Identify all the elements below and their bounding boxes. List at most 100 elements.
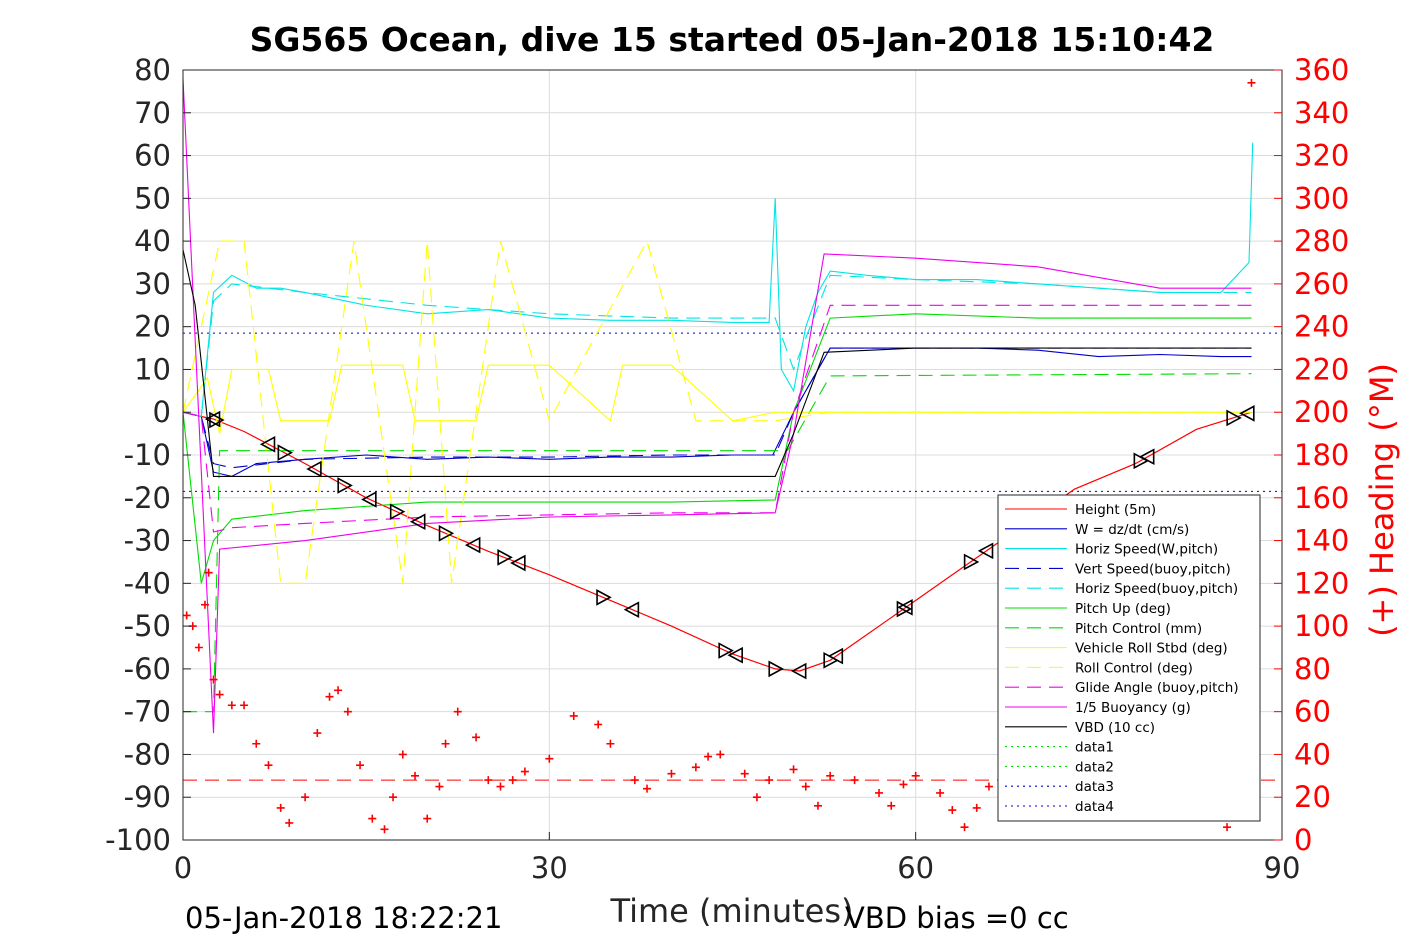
y-right-tick-label-10: 160 bbox=[1294, 481, 1349, 515]
y-right-tick-label-13: 100 bbox=[1294, 609, 1349, 643]
y-left-tick-label-16: -80 bbox=[124, 737, 171, 771]
y-left-tick-label-17: -90 bbox=[124, 780, 171, 814]
y-right-tick-label-0: 360 bbox=[1294, 53, 1349, 87]
heading-point-5 bbox=[209, 675, 218, 684]
turn-marker-10 bbox=[464, 536, 481, 554]
legend-label-3: Vert Speed(buoy,pitch) bbox=[1075, 561, 1231, 577]
heading-point-26 bbox=[441, 739, 450, 748]
y-left-tick-label-0: 80 bbox=[134, 53, 171, 87]
turn-marker-2 bbox=[259, 435, 276, 453]
heading-point-32 bbox=[520, 767, 529, 776]
legend-label-11: VBD (10 cc) bbox=[1075, 720, 1155, 736]
heading-point-22 bbox=[398, 750, 407, 759]
legend-label-7: Vehicle Roll Stbd (deg) bbox=[1075, 641, 1228, 657]
y-right-tick-label-2: 320 bbox=[1294, 139, 1349, 173]
y-right-tick-label-9: 180 bbox=[1294, 438, 1349, 472]
series-line-1 bbox=[182, 347, 1252, 477]
heading-point-0 bbox=[182, 611, 191, 620]
legend-label-14: data3 bbox=[1075, 779, 1114, 795]
y-left-tick-label-15: -70 bbox=[124, 695, 171, 729]
turn-marker-12 bbox=[510, 554, 526, 572]
heading-point-42 bbox=[716, 750, 725, 759]
heading-point-40 bbox=[691, 763, 700, 772]
legend-label-1: W = dz/dt (cm/s) bbox=[1075, 522, 1189, 538]
y-left-tick-label-5: 30 bbox=[134, 267, 171, 301]
turn-marker-28 bbox=[1239, 405, 1255, 422]
heading-point-55 bbox=[936, 788, 945, 797]
series-line-6 bbox=[183, 373, 1252, 713]
heading-point-9 bbox=[252, 739, 261, 748]
y-left-tick-label-6: 20 bbox=[134, 310, 171, 344]
heading-point-18 bbox=[356, 761, 365, 770]
legend-label-15: data4 bbox=[1075, 799, 1114, 815]
heading-point-28 bbox=[472, 733, 481, 742]
y-left-tick-label-13: -50 bbox=[124, 609, 171, 643]
heading-point-24 bbox=[423, 814, 432, 823]
heading-point-36 bbox=[606, 739, 615, 748]
heading-point-44 bbox=[752, 793, 761, 802]
legend-label-13: data2 bbox=[1075, 759, 1114, 775]
x-tick-label-1: 30 bbox=[531, 851, 568, 885]
y-right-tick-label-3: 300 bbox=[1294, 181, 1349, 215]
series-line-9 bbox=[182, 304, 1252, 533]
right-axis-label: (+) Heading (°M) bbox=[1363, 363, 1401, 637]
turn-marker-13 bbox=[596, 589, 612, 606]
turn-marker-1 bbox=[209, 411, 225, 429]
x-tick-label-3: 90 bbox=[1264, 851, 1301, 885]
heading-point-58 bbox=[972, 803, 981, 812]
series-line-8 bbox=[182, 239, 1252, 584]
legend-label-4: Horiz Speed(buoy,pitch) bbox=[1075, 581, 1238, 597]
heading-point-20 bbox=[380, 825, 389, 834]
turn-marker-14 bbox=[623, 601, 640, 619]
heading-point-35 bbox=[594, 720, 603, 729]
legend-label-10: 1/5 Buoyancy (g) bbox=[1075, 700, 1191, 716]
turn-marker-24 bbox=[977, 542, 994, 560]
heading-point-23 bbox=[411, 771, 420, 780]
y-right-tick-label-12: 120 bbox=[1294, 566, 1349, 600]
x-tick-label-0: 0 bbox=[174, 851, 192, 885]
turn-marker-20 bbox=[827, 647, 844, 665]
heading-point-6 bbox=[215, 690, 224, 699]
series-line-5 bbox=[182, 313, 1252, 584]
heading-point-38 bbox=[643, 784, 652, 793]
heading-point-17 bbox=[343, 707, 352, 716]
y-right-tick-label-11: 140 bbox=[1294, 524, 1349, 558]
turn-marker-15 bbox=[718, 642, 734, 659]
heading-point-53 bbox=[899, 780, 908, 789]
x-axis-label: Time (minutes) bbox=[610, 892, 854, 930]
y-left-tick-label-1: 70 bbox=[134, 96, 171, 130]
y-right-tick-label-18: 0 bbox=[1294, 823, 1312, 857]
heading-point-7 bbox=[227, 701, 236, 710]
heading-point-48 bbox=[813, 801, 822, 810]
heading-points-layer bbox=[182, 78, 1256, 834]
y-left-tick-label-2: 60 bbox=[134, 139, 171, 173]
y-left-tick-label-4: 40 bbox=[134, 224, 171, 258]
turn-marker-23 bbox=[963, 553, 980, 571]
legend-label-5: Pitch Up (deg) bbox=[1075, 601, 1171, 617]
heading-point-29 bbox=[484, 776, 493, 785]
heading-point-34 bbox=[569, 711, 578, 720]
heading-point-49 bbox=[826, 771, 835, 780]
heading-point-2 bbox=[194, 643, 203, 652]
y-right-tick-label-7: 220 bbox=[1294, 352, 1349, 386]
turn-marker-21 bbox=[896, 600, 913, 618]
y-left-tick-label-14: -60 bbox=[124, 652, 171, 686]
y-right-tick-label-4: 280 bbox=[1294, 224, 1349, 258]
heading-point-25 bbox=[435, 782, 444, 791]
y-left-tick-label-10: -20 bbox=[124, 481, 171, 515]
turn-marker-4 bbox=[306, 460, 322, 478]
heading-point-54 bbox=[911, 771, 920, 780]
y-left-tick-label-11: -30 bbox=[124, 524, 171, 558]
x-tick-label-2: 60 bbox=[897, 851, 934, 885]
turn-marker-11 bbox=[497, 549, 513, 566]
y-left-tick-label-3: 50 bbox=[134, 181, 171, 215]
y-left-tick-label-8: 0 bbox=[153, 395, 171, 429]
turn-marker-27 bbox=[1226, 409, 1242, 427]
heading-point-14 bbox=[313, 729, 322, 738]
series-line-10 bbox=[182, 78, 1252, 734]
heading-point-57 bbox=[960, 823, 969, 832]
triangle-markers-layer bbox=[204, 405, 1255, 680]
heading-point-16 bbox=[334, 686, 343, 695]
